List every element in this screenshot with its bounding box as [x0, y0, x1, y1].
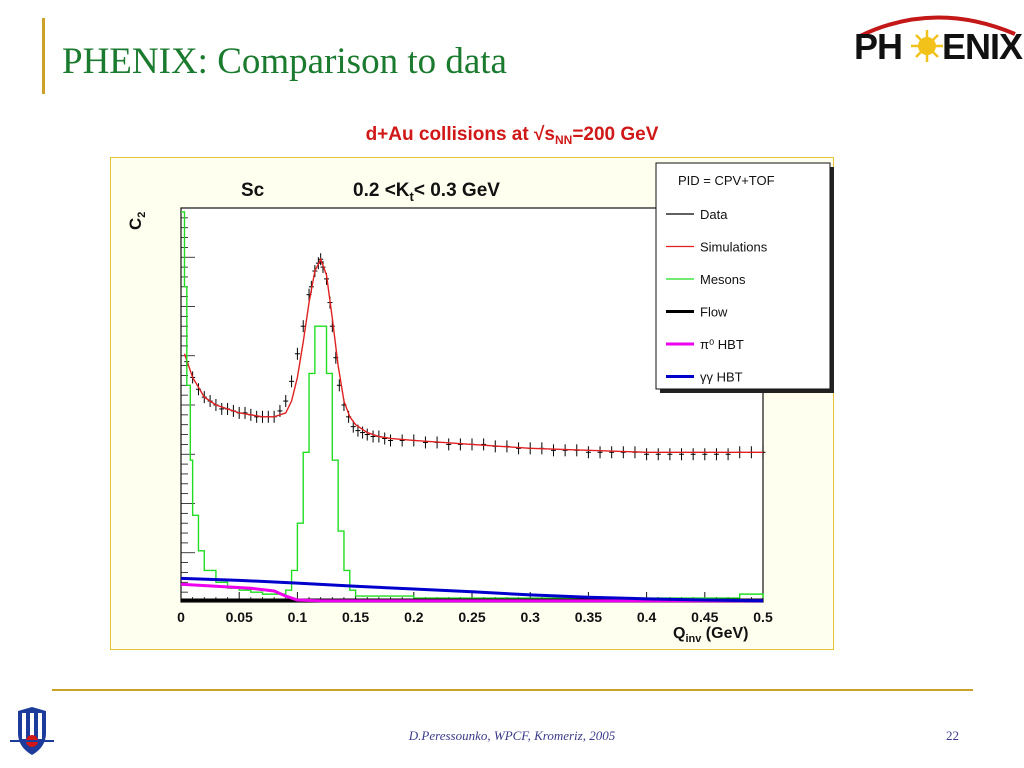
series-mesons [181, 211, 764, 599]
legend-header: PID = CPV+TOF [678, 173, 775, 188]
x-tick-label-6: 0.3 [520, 609, 540, 625]
kt-label-prefix: 0.2 <K [353, 180, 410, 201]
c2-plot: 0 0.05 0.1 0.15 0.2 0.25 0.3 0.35 0.4 0.45 0.5 Sc … [126, 162, 834, 645]
plot-frame: 0 0.05 0.1 0.15 0.2 0.25 0.3 0.35 0.4 0.45 0.5 Sc … [110, 157, 834, 650]
x-axis-label-subscript: inv [685, 633, 702, 645]
chart-legend: PID = CPV+TOF Data Simulations Mesons Flow π⁰… [655, 162, 834, 393]
x-axis-label: Qinv (GeV) [673, 625, 748, 645]
data-point [289, 375, 295, 388]
y-axis-label: C2 [126, 212, 148, 230]
plot-labels: Sc 0.2 <Kt< 0.3 GeV C2 Qinv (GeV) [126, 180, 748, 645]
data-point [655, 448, 661, 461]
x-axis-label-unit: (GeV) [701, 625, 748, 642]
x-tick-label-9: 0.45 [691, 609, 718, 625]
data-point [725, 448, 731, 461]
data-point [370, 430, 376, 443]
y-axis-label-main: C [126, 218, 145, 230]
data-point [422, 436, 428, 449]
legend-label-5: γγ HBT [700, 370, 743, 385]
series--hbt [180, 582, 763, 603]
data-point [597, 446, 603, 459]
data-point [585, 446, 591, 459]
data-point [219, 402, 225, 415]
data-point [550, 444, 556, 457]
page-number: 22 [946, 728, 959, 743]
x-tick-label-2: 0.1 [288, 609, 308, 625]
subtitle-prefix: d+Au collisions at √s [365, 124, 555, 145]
data-point [388, 434, 394, 447]
x-tick-label-7: 0.35 [575, 609, 602, 625]
legend-label-2: Mesons [700, 272, 746, 287]
footer-rule [52, 689, 973, 691]
x-tick-label-3: 0.15 [342, 609, 369, 625]
legend-box [655, 162, 831, 390]
data-point [690, 448, 696, 461]
data-point [644, 448, 650, 461]
chart-subtitle: d+Au collisions at √sNN=200 GeV [0, 124, 1024, 147]
data-point [283, 395, 289, 408]
title-accent-rule [42, 18, 45, 94]
kt-label: 0.2 <Kt< 0.3 GeV [353, 180, 500, 204]
data-point [679, 448, 685, 461]
footer-credit: D.Peressounko, WPCF, Kromeriz, 2005 [408, 728, 616, 743]
data-point [364, 428, 370, 441]
x-tick-label-5: 0.25 [458, 609, 485, 625]
legend-label-0: Data [700, 207, 728, 222]
plot-series [180, 211, 766, 603]
kt-label-subscript: t [410, 189, 415, 204]
data-point [360, 426, 366, 439]
x-tick-label-10: 0.5 [753, 609, 773, 625]
data-point [702, 448, 708, 461]
series--hbt [180, 576, 764, 603]
x-tick-label-8: 0.4 [637, 609, 657, 625]
data-point [399, 434, 405, 447]
x-tick-label-4: 0.2 [404, 609, 424, 625]
x-tick-label-1: 0.05 [226, 609, 253, 625]
phenix-logo-arc [859, 15, 1016, 62]
data-point [609, 446, 615, 459]
series-simulations [183, 257, 763, 453]
subtitle-subscript: NN [554, 133, 573, 148]
legend-label-3: Flow [700, 305, 728, 320]
data-point [562, 444, 568, 457]
panel-label: Sc [241, 180, 265, 201]
legend-label-4: π⁰ HBT [700, 337, 744, 352]
y-axis-label-subscript: 2 [136, 212, 148, 218]
x-tick-label-0: 0 [177, 609, 185, 625]
data-point [667, 448, 673, 461]
logo-text-right: ENIX [942, 26, 1023, 67]
subtitle-suffix: =200 GeV [572, 124, 659, 145]
institute-logo [10, 707, 54, 755]
data-point [713, 448, 719, 461]
logo-text-left: PH [854, 26, 903, 67]
data-point [446, 438, 452, 451]
kt-label-suffix: < 0.3 GeV [414, 180, 500, 201]
legend-label-1: Simulations [700, 240, 768, 255]
slide-title: PHENIX: Comparison to data [62, 41, 507, 82]
data-point [294, 347, 300, 360]
x-axis-label-main: Q [673, 625, 685, 642]
data-point [620, 446, 626, 459]
phenix-logo: PH ENIX [850, 6, 1023, 70]
